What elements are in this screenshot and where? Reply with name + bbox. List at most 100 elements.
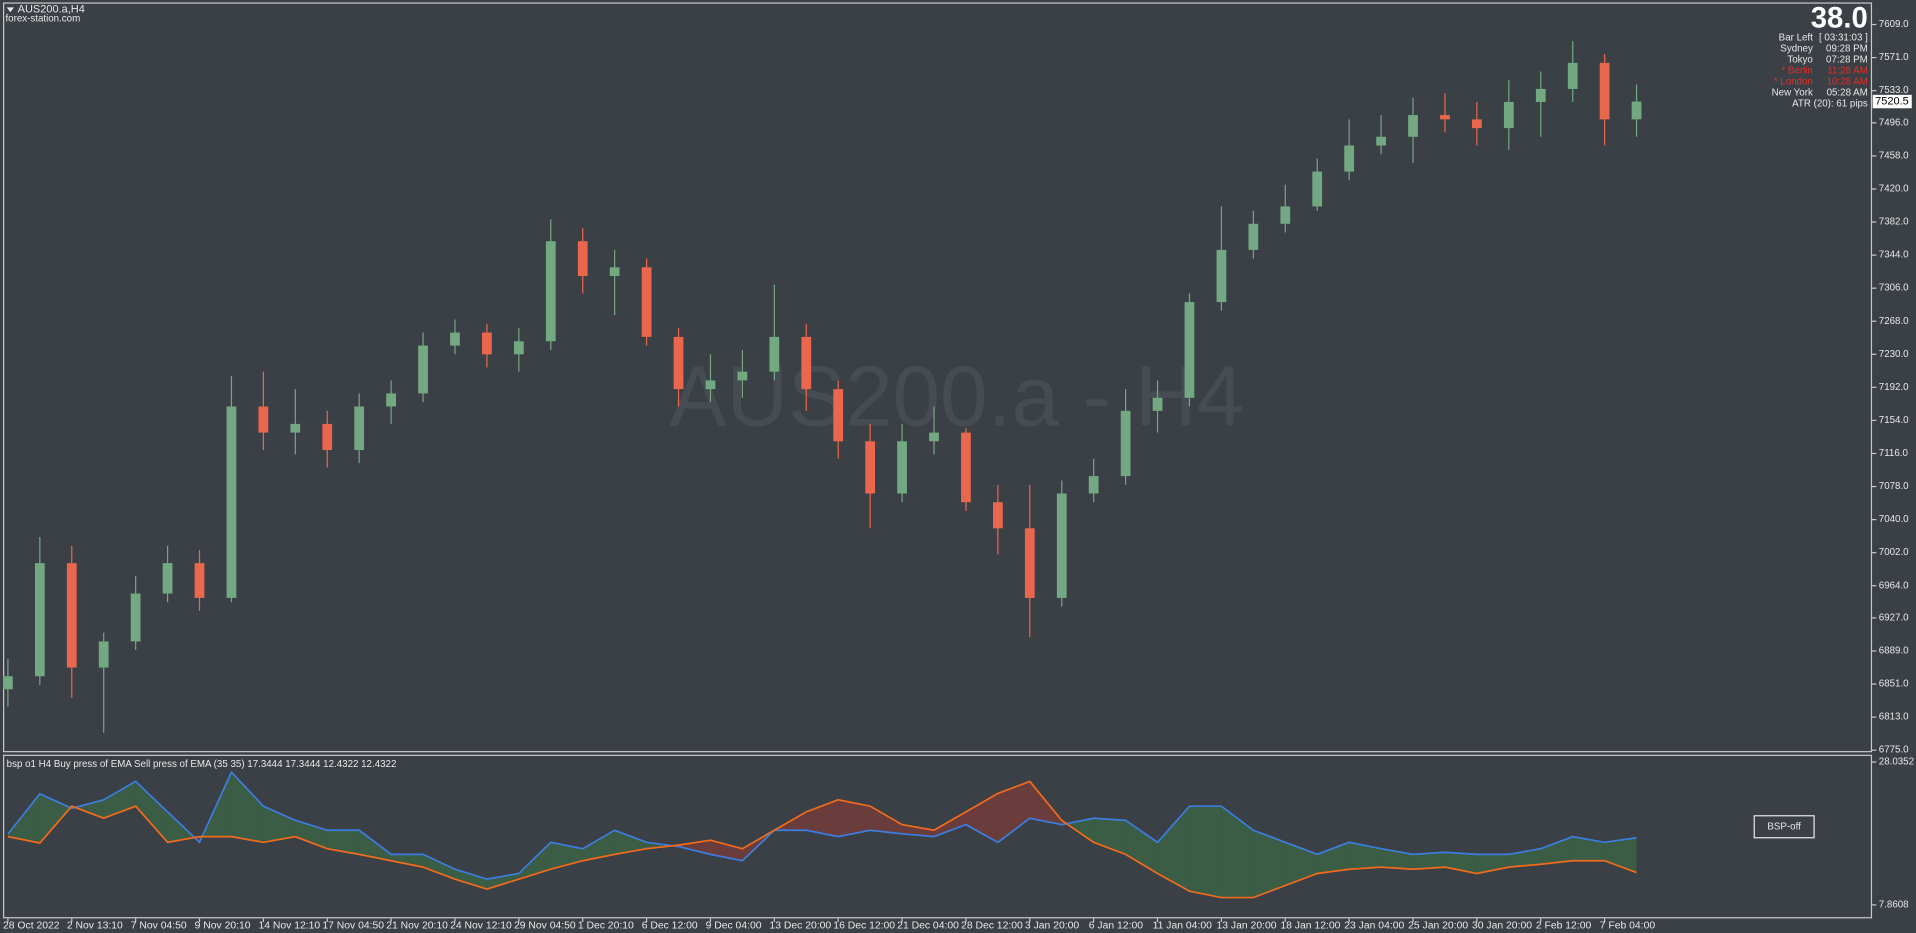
x-tick-label: 13 Jan 20:00 [1217, 920, 1277, 931]
x-tick-label: 6 Jan 12:00 [1089, 920, 1143, 931]
symbol: AUS200.a,H4 [18, 4, 85, 16]
info-label: Tokyo [1787, 54, 1813, 65]
pressure-line [7, 770, 1637, 881]
candle-body [769, 336, 780, 372]
x-tick-label: 21 Nov 20:10 [386, 920, 448, 931]
y-tick-label: 7002.0 [1879, 547, 1909, 558]
x-tick-label: 6 Dec 12:00 [642, 920, 698, 931]
candle-body [801, 336, 812, 390]
pressure-fill [614, 830, 647, 855]
y-tick-label: 7496.0 [1879, 117, 1909, 128]
info-label: Sydney [1780, 43, 1813, 54]
candle-body [1056, 493, 1067, 598]
candle-body [1088, 476, 1099, 494]
pressure-fill [454, 869, 487, 890]
pressure-fill [1349, 842, 1382, 870]
candle-body [737, 371, 748, 381]
y-tick-label: 7306.0 [1879, 283, 1909, 294]
price-label-box [1872, 94, 1912, 109]
candle-body [130, 593, 141, 642]
y-tick-label: 7344.0 [1879, 250, 1909, 261]
pressure-fill [391, 854, 424, 868]
y-tick-label: 7040.0 [1879, 514, 1909, 525]
candle-body [3, 676, 13, 690]
candle-body [162, 563, 173, 594]
pressure-fill [1572, 836, 1605, 861]
x-tick-label: 28 Dec 12:00 [961, 920, 1023, 931]
y-tick-label: 6775.0 [1879, 745, 1909, 756]
pressure-fill [135, 781, 168, 843]
candle-body [1280, 206, 1291, 224]
candle-body [1248, 223, 1259, 250]
candle-body [897, 441, 907, 494]
pressure-fill [1093, 818, 1126, 855]
x-tick-label: 28 Oct 2022 [3, 920, 60, 931]
y-tick-label: 7609.0 [1879, 19, 1909, 30]
menu-arrow [6, 7, 15, 13]
info-label: * Berlin [1781, 65, 1812, 76]
candle-body [673, 336, 684, 390]
candle-body [1408, 115, 1418, 137]
candle-body [513, 341, 524, 355]
pressure-fill [997, 781, 1030, 843]
y-tick-label: 6927.0 [1879, 613, 1909, 624]
button-frame[interactable] [1753, 815, 1815, 839]
x-tick-label: 29 Nov 04:50 [514, 920, 576, 931]
x-tick-label: 23 Jan 04:00 [1344, 920, 1404, 931]
pressure-fill [1066, 818, 1094, 843]
pressure-fill [39, 793, 71, 844]
pressure-fill [327, 830, 360, 855]
x-tick-label: 9 Nov 20:10 [195, 920, 251, 931]
button-label[interactable]: BSP-off [1767, 821, 1801, 832]
pressure-fill [1604, 837, 1637, 873]
pressure-fill [486, 873, 519, 890]
info-value: 05:28 AM [1827, 87, 1868, 98]
candle-body [833, 389, 844, 442]
pressure-fill [1253, 830, 1286, 898]
indicator-panel-border [3, 754, 1873, 919]
pressure-fill [1476, 854, 1509, 874]
x-tick-label: 16 Dec 12:00 [833, 920, 895, 931]
candle-body [1535, 88, 1546, 102]
candle-body [194, 563, 205, 598]
info-value: 10:28 AM [1827, 76, 1868, 87]
pressure-fill [1189, 806, 1222, 898]
pressure-fill [518, 842, 551, 880]
atr: ATR (20): 61 pips [1792, 98, 1868, 109]
x-tick-label: 17 Nov 04:50 [322, 920, 384, 931]
x-tick-label: 18 Jan 12:00 [1280, 920, 1340, 931]
pressure-fill [1285, 842, 1318, 886]
x-tick-label: 7 Feb 04:00 [1600, 920, 1656, 931]
y-tick-label: 7268.0 [1879, 316, 1909, 327]
bsp-button[interactable]: BSP-off [1753, 815, 1815, 839]
x-tick-label: 11 Jan 04:00 [1153, 920, 1212, 931]
candle-body [482, 332, 492, 355]
candle-body [322, 423, 333, 451]
candle-body [705, 380, 716, 390]
candle-body [577, 241, 588, 276]
candle-body [1376, 136, 1386, 146]
candle-body [1440, 115, 1450, 120]
bar-count: 38.0 [1811, 1, 1868, 34]
x-tick-label: 14 Nov 12:10 [258, 920, 320, 931]
candle-body [545, 241, 556, 342]
pressure-line [7, 780, 1637, 899]
pressure-fill [1381, 848, 1414, 870]
indicator-title: bsp o1 H4 Buy press of EMA Sell press of… [7, 759, 397, 770]
candle-body [1312, 171, 1323, 207]
candle-body [641, 267, 652, 337]
candle-body [1472, 119, 1482, 129]
x-tick-label: 7 Nov 04:50 [131, 920, 187, 931]
pressure-fill [295, 820, 328, 849]
site: forex-station.com [5, 14, 80, 25]
candle-body [386, 393, 397, 407]
info-label: * London [1774, 76, 1813, 87]
y-tick-label: 7154.0 [1879, 415, 1909, 426]
y-tick-label: 7.8608 [1879, 899, 1909, 910]
pressure-fill [359, 830, 392, 861]
candle-body [992, 502, 1003, 529]
x-tick-label: 2 Feb 12:00 [1536, 920, 1592, 931]
x-tick-label: 9 Dec 04:00 [706, 920, 762, 931]
y-tick-label: 6964.0 [1879, 580, 1909, 591]
candle-body [290, 423, 301, 433]
